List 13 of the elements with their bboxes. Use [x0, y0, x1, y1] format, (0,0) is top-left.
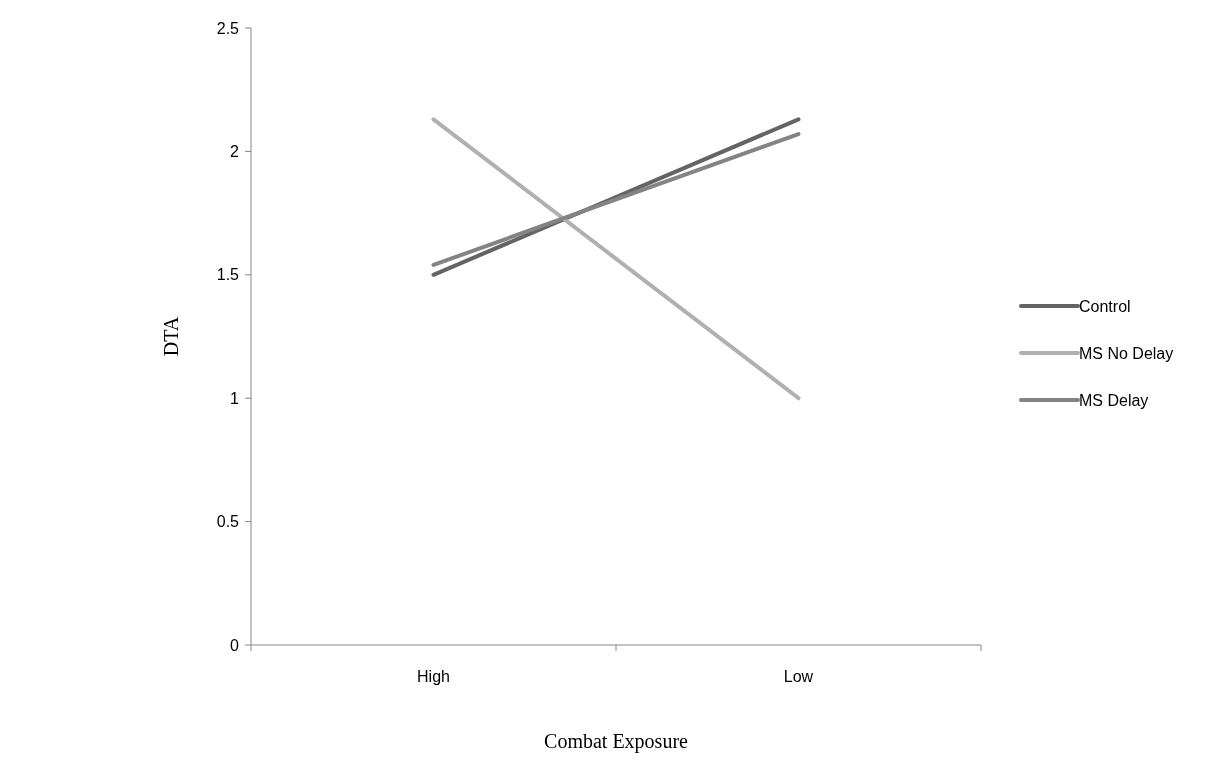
x-tick-label: High — [417, 668, 450, 685]
legend-label: Control — [1079, 297, 1131, 315]
y-tick-label: 0 — [230, 636, 240, 654]
y-tick-label: 2 — [230, 143, 240, 160]
y-tick-label: 1 — [230, 389, 240, 407]
y-tick-label: 0.5 — [216, 513, 240, 531]
y-tick-label: 1.5 — [216, 266, 240, 284]
x-tick-label: Low — [783, 668, 814, 685]
legend-label: MS No Delay — [1079, 344, 1174, 362]
x-axis-title: Combat Exposure — [544, 730, 689, 753]
legend-label: MS Delay — [1079, 391, 1149, 409]
y-tick-label: 2.5 — [216, 19, 240, 37]
y-axis-title: DTA — [160, 316, 182, 357]
